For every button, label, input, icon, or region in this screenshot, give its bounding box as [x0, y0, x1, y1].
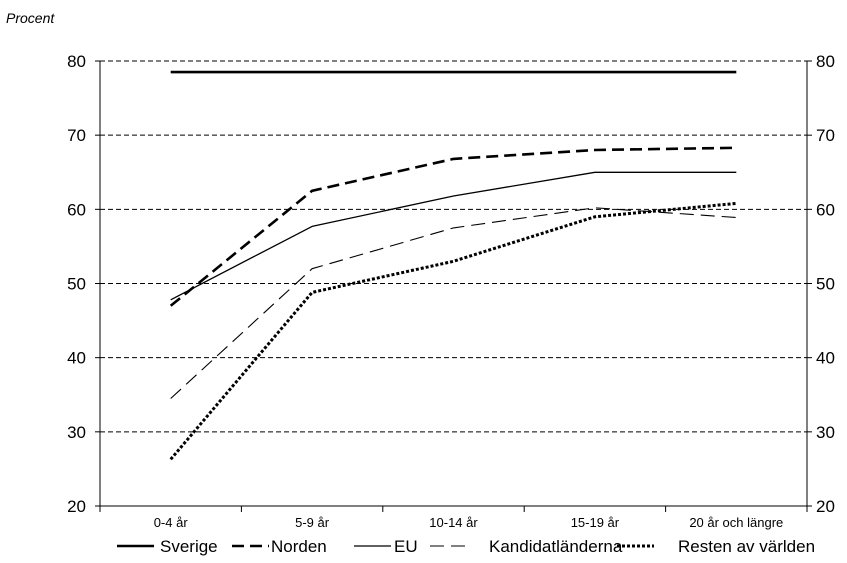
series-line-norden	[171, 148, 737, 306]
legend-label-norden: Norden	[271, 537, 327, 556]
x-tick-label-0: 0-4 år	[154, 515, 189, 530]
y-tick-label-right-50: 50	[816, 275, 835, 294]
grid-lines	[100, 61, 807, 432]
y-tick-label-right-60: 60	[816, 200, 835, 219]
legend-label-resten-av-världen: Resten av världen	[678, 537, 815, 556]
y-tick-label-right-70: 70	[816, 126, 835, 145]
x-tick-label-1: 5-9 år	[295, 515, 330, 530]
legend-label-eu: EU	[394, 537, 418, 556]
y-ticks-left: 20 30 40 50 60 70 80	[67, 52, 100, 516]
legend: Sverige Norden EU Kandidatländerna Resten av…	[117, 537, 815, 556]
x-ticks: 0-4 år 5-9 år 10-14 år 15-19 år 20 år och lä…	[100, 506, 807, 530]
y-tick-label-right-80: 80	[816, 52, 835, 71]
series-lines	[171, 72, 737, 459]
x-tick-label-4: 20 år och längre	[689, 515, 783, 530]
y-tick-label-left-30: 30	[67, 423, 86, 442]
y-tick-label-left-60: 60	[67, 200, 86, 219]
y-tick-label-right-30: 30	[816, 423, 835, 442]
y-tick-label-left-20: 20	[67, 497, 86, 516]
legend-label-kandidatländerna: Kandidatländerna	[489, 537, 623, 556]
y-tick-label-left-50: 50	[67, 275, 86, 294]
y-ticks-right: 20 30 40 50 60 70 80	[807, 52, 835, 516]
y-tick-label-left-70: 70	[67, 126, 86, 145]
y-tick-label-left-40: 40	[67, 349, 86, 368]
x-tick-label-3: 15-19 år	[571, 515, 620, 530]
y-tick-label-right-40: 40	[816, 349, 835, 368]
x-tick-label-2: 10-14 år	[429, 515, 478, 530]
series-line-resten-av-världen	[171, 203, 737, 459]
y-tick-label-left-80: 80	[67, 52, 86, 71]
legend-label-sverige: Sverige	[160, 537, 218, 556]
y-tick-label-right-20: 20	[816, 497, 835, 516]
